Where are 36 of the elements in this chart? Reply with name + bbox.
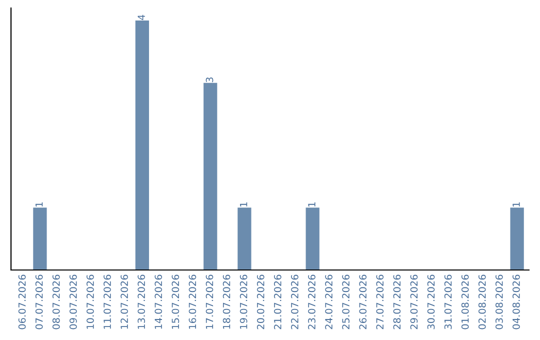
x-tick-label: 31.07.2026 — [444, 274, 452, 330]
x-tick-label: 16.07.2026 — [188, 274, 196, 329]
data-label: 1 — [36, 202, 43, 207]
x-tick-label: 17.07.2026 — [206, 274, 214, 329]
x-tick-label: 23.07.2026 — [308, 274, 316, 330]
x-tick-label: 30.07.2026 — [427, 274, 435, 330]
x-tick-label: 15.07.2026 — [172, 274, 180, 329]
x-tick-label: 18.07.2026 — [222, 274, 230, 329]
x-tick-label: 25.07.2026 — [342, 274, 350, 330]
x-tick-label: 21.07.2026 — [274, 274, 282, 330]
x-tick-label: 12.07.2026 — [120, 274, 128, 329]
data-label: 3 — [206, 77, 214, 82]
x-tick-label: 06.07.2026 — [18, 274, 26, 330]
x-tick-label: 09.07.2026 — [70, 274, 77, 330]
x-tick-label: 14.07.2026 — [154, 274, 162, 329]
x-tick-label: 29.07.2026 — [410, 274, 418, 330]
x-tick-label: 24.07.2026 — [325, 274, 332, 330]
data-label: 4 — [138, 14, 145, 20]
data-label: 1 — [512, 202, 520, 207]
x-tick-label: 11.07.2026 — [104, 274, 111, 329]
x-tick-label: 27.07.2026 — [376, 274, 384, 330]
x-tick-label: 22.07.2026 — [291, 274, 298, 330]
x-tick-label: 19.07.2026 — [240, 274, 248, 329]
x-tick-label: 02.08.2026 — [478, 274, 486, 330]
x-tick-label: 13.07.2026 — [138, 274, 146, 329]
x-tick-label: 08.07.2026 — [52, 274, 60, 330]
x-tick-label: 07.07.2026 — [35, 274, 43, 330]
x-tick-label: 01.08.2026 — [461, 274, 469, 330]
x-tick-label: 10.07.2026 — [86, 274, 94, 329]
x-tick-label: 20.07.2026 — [256, 274, 264, 330]
data-label: 1 — [240, 202, 248, 207]
x-tick-label: 03.08.2026 — [496, 274, 503, 330]
x-tick-label: 26.07.2026 — [359, 274, 367, 330]
x-tick-label: 28.07.2026 — [393, 274, 401, 330]
data-label: 1 — [308, 202, 316, 207]
x-tick-label: 04.08.2026 — [512, 274, 520, 330]
